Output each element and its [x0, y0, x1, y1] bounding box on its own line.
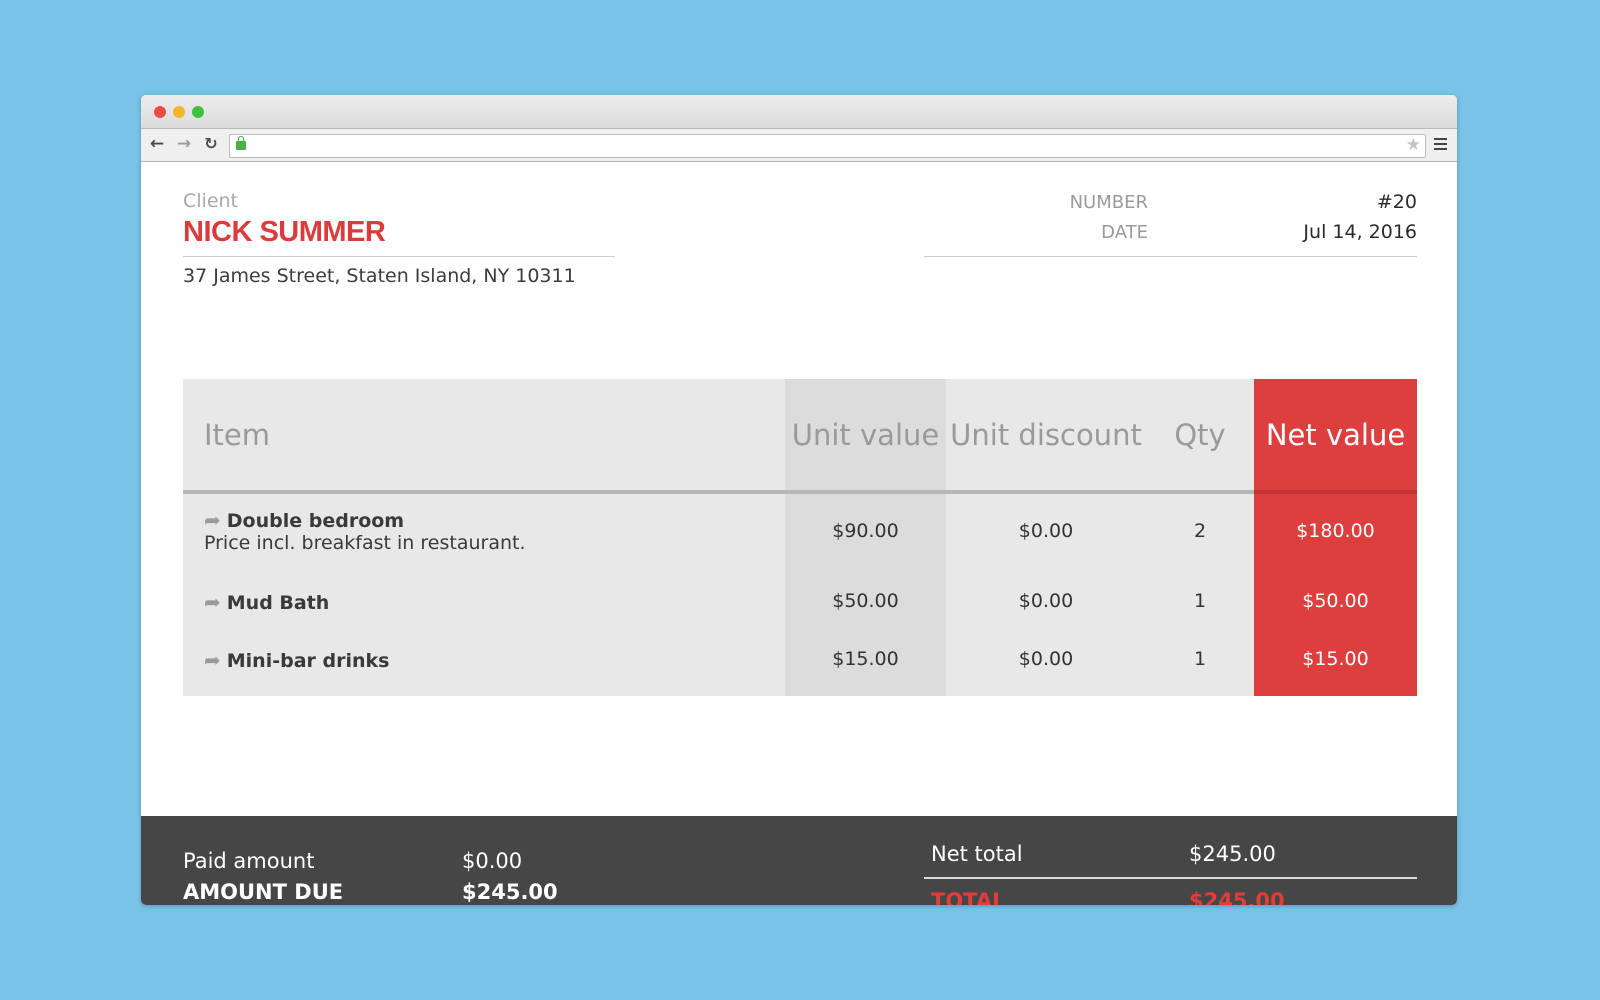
header-net-value: Net value — [1254, 379, 1417, 490]
row-item-description: Price incl. breakfast in restaurant. — [204, 532, 526, 554]
client-divider — [183, 256, 615, 257]
row-qty: 1 — [1146, 648, 1254, 670]
amount-due-label: AMOUNT DUE — [183, 880, 343, 904]
number-value: #20 — [1217, 191, 1417, 213]
row-net-value: $15.00 — [1254, 648, 1417, 670]
header-unit-discount: Unit discount — [946, 379, 1146, 490]
row-item-name: ➦ Double bedroom — [204, 508, 404, 532]
row-unit-discount: $0.00 — [946, 590, 1146, 612]
title-bar — [141, 95, 1457, 129]
back-arrow-icon[interactable]: ← — [146, 133, 168, 155]
row-unit-discount: $0.00 — [946, 520, 1146, 542]
close-window-button[interactable] — [154, 106, 166, 118]
item-name-text: Mud Bath — [227, 592, 330, 614]
total-value: $245.00 — [1189, 889, 1285, 905]
star-icon[interactable]: ★ — [1406, 135, 1421, 156]
row-unit-value: $50.00 — [785, 590, 946, 612]
maximize-window-button[interactable] — [192, 106, 204, 118]
header-unit-value: Unit value — [785, 379, 946, 490]
forward-arrow-icon: ➦ — [204, 648, 221, 672]
net-total-label: Net total — [931, 842, 1023, 866]
row-net-value: $180.00 — [1254, 520, 1417, 542]
total-label: TOTAL — [931, 889, 1006, 905]
table-row: ➦ Double bedroom Price incl. breakfast in… — [183, 494, 1417, 574]
minimize-window-button[interactable] — [173, 106, 185, 118]
row-qty: 1 — [1146, 590, 1254, 612]
row-unit-value: $90.00 — [785, 520, 946, 542]
row-item-name: ➦ Mini-bar drinks — [204, 648, 389, 672]
address-bar[interactable]: ★ — [229, 134, 1426, 158]
row-unit-value: $15.00 — [785, 648, 946, 670]
header-qty: Qty — [1146, 379, 1254, 490]
row-item-name: ➦ Mud Bath — [204, 590, 329, 614]
paid-amount-value: $0.00 — [462, 849, 522, 873]
browser-toolbar: ← → ↻ ★ — [141, 129, 1457, 162]
meta-divider — [924, 256, 1417, 257]
item-name-text: Double bedroom — [227, 510, 404, 532]
totals-divider — [924, 877, 1417, 879]
item-name-text: Mini-bar drinks — [227, 650, 390, 672]
invoice-page: Client NICK SUMMER 37 James Street, Stat… — [141, 162, 1457, 905]
paid-amount-label: Paid amount — [183, 849, 314, 873]
row-net-value: $50.00 — [1254, 590, 1417, 612]
browser-window: ← → ↻ ★ Client NICK SUMMER 37 James Stre… — [141, 95, 1457, 905]
totals-footer: Paid amount $0.00 AMOUNT DUE $245.00 Net… — [141, 816, 1457, 905]
reload-icon[interactable]: ↻ — [200, 133, 222, 155]
lock-icon — [236, 141, 246, 150]
row-unit-discount: $0.00 — [946, 648, 1146, 670]
hamburger-icon[interactable] — [1434, 138, 1447, 153]
date-value: Jul 14, 2016 — [1217, 221, 1417, 243]
table-row: ➦ Mud Bath $50.00 $0.00 1 $50.00 — [183, 574, 1417, 632]
client-label: Client — [183, 190, 238, 212]
forward-arrow-icon[interactable]: → — [173, 133, 195, 155]
table-row: ➦ Mini-bar drinks $15.00 $0.00 1 $15.00 — [183, 632, 1417, 696]
header-item: Item — [204, 379, 270, 490]
line-items-table: Item Unit value Unit discount Qty Net va… — [183, 379, 1417, 696]
row-qty: 2 — [1146, 520, 1254, 542]
amount-due-value: $245.00 — [462, 880, 558, 904]
forward-arrow-icon: ➦ — [204, 508, 221, 532]
client-address: 37 James Street, Staten Island, NY 10311 — [183, 265, 576, 287]
number-label: NUMBER — [948, 192, 1148, 213]
date-label: DATE — [948, 222, 1148, 243]
client-name: NICK SUMMER — [183, 216, 385, 249]
net-total-value: $245.00 — [1189, 842, 1276, 866]
forward-arrow-icon: ➦ — [204, 590, 221, 614]
